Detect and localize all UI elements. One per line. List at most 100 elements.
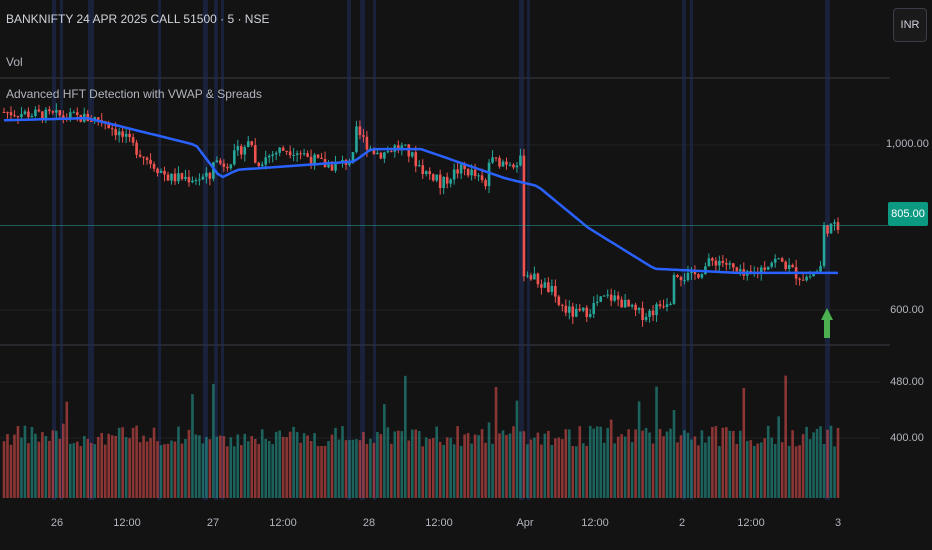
candle-body: [819, 265, 822, 272]
volume-bar: [100, 432, 104, 498]
candle-body: [477, 175, 480, 177]
volume-bar: [184, 438, 187, 498]
volume-bar: [777, 416, 780, 498]
volume-bar: [728, 430, 732, 498]
volume-bar: [571, 446, 575, 498]
candle-body: [561, 304, 564, 306]
candle-body: [473, 169, 477, 176]
candle-body: [135, 142, 138, 155]
volume-bar: [700, 430, 704, 498]
volume-bar: [355, 439, 358, 498]
volume-bar: [348, 439, 351, 498]
candle-body: [121, 131, 124, 137]
vwap-line: [3, 116, 838, 275]
candle-body: [72, 112, 76, 114]
volume-bar: [501, 430, 505, 498]
volume-bar: [564, 429, 568, 498]
volume-bar: [634, 429, 637, 498]
volume-bar: [205, 436, 208, 498]
volume-bar: [149, 438, 152, 498]
volume-bar: [756, 443, 760, 498]
candle-body: [438, 174, 442, 189]
volume-bar: [379, 434, 383, 498]
volume-bar: [271, 444, 274, 498]
candle-body: [641, 307, 644, 321]
volume-bar: [334, 427, 337, 498]
volume-bar: [34, 433, 37, 498]
candle-body: [170, 173, 173, 181]
candle-body: [564, 305, 568, 313]
candle-body: [634, 304, 637, 311]
volume-bar: [561, 439, 564, 498]
candle-body: [519, 155, 522, 166]
volume-bar: [547, 430, 550, 498]
candle-body: [676, 275, 679, 277]
symbol-title[interactable]: BANKNIFTY 24 APR 2025 CALL 51500 · 5 · N…: [6, 12, 270, 26]
volume-bar: [679, 435, 683, 498]
candle-body: [445, 176, 449, 184]
volume-bar: [246, 441, 250, 498]
candle-body: [616, 295, 620, 300]
volume-bar: [819, 426, 822, 498]
candle-body: [278, 147, 281, 153]
hft-highlight-band: [60, 0, 63, 500]
candle-body: [648, 310, 651, 317]
volume-bar: [142, 435, 145, 498]
candle-body: [27, 111, 30, 118]
volume-axis-label: 400.00: [890, 432, 924, 444]
candle-body: [156, 168, 159, 173]
volume-bar: [421, 446, 425, 498]
volume-bar: [302, 433, 306, 498]
candle-body: [173, 173, 177, 182]
volume-bar: [313, 433, 316, 498]
indicator-legend[interactable]: Advanced HFT Detection with VWAP & Sprea…: [6, 87, 262, 101]
volume-legend[interactable]: Vol: [6, 55, 23, 69]
candle-body: [212, 162, 215, 179]
candle-body: [662, 306, 665, 308]
volume-bar: [798, 445, 801, 498]
candle-body: [285, 150, 288, 152]
volume-bar: [745, 440, 749, 498]
volume-bar: [581, 443, 585, 498]
candle-body: [613, 295, 616, 301]
volume-bar: [299, 442, 302, 498]
candle-body: [271, 154, 274, 156]
volume-bar: [48, 440, 51, 498]
hft-highlight-band: [52, 0, 56, 500]
candle-body: [379, 152, 383, 159]
volume-bar: [55, 430, 58, 498]
candle-body: [274, 152, 278, 155]
volume-bar: [191, 394, 194, 498]
hft-highlight-band: [682, 0, 686, 500]
candle-body: [766, 266, 770, 270]
volume-bar: [627, 429, 630, 498]
volume-bar: [215, 436, 219, 498]
candle-body: [62, 115, 65, 118]
candle-body: [376, 152, 379, 154]
candle-body: [725, 263, 728, 265]
candle-body: [355, 126, 358, 153]
candle-body: [501, 161, 505, 167]
candle-body: [30, 115, 34, 118]
volume-bar: [156, 441, 159, 498]
volume-bar: [812, 432, 815, 498]
volume-bar: [683, 430, 686, 498]
candle-body: [777, 258, 780, 260]
volume-bar: [554, 438, 557, 498]
volume-bar: [397, 430, 400, 498]
candle-body: [58, 110, 62, 116]
candle-body: [759, 267, 763, 274]
candle-body: [780, 258, 784, 262]
candle-body: [770, 262, 773, 267]
volume-bar: [672, 410, 676, 498]
candle-body: [683, 280, 686, 282]
currency-button[interactable]: INR: [893, 8, 927, 42]
volume-bar: [808, 439, 812, 498]
volume-bar: [337, 439, 341, 498]
volume-bar: [121, 427, 124, 498]
candle-body: [96, 117, 100, 121]
candle-body: [494, 157, 498, 159]
hft-highlight-band: [360, 0, 365, 500]
